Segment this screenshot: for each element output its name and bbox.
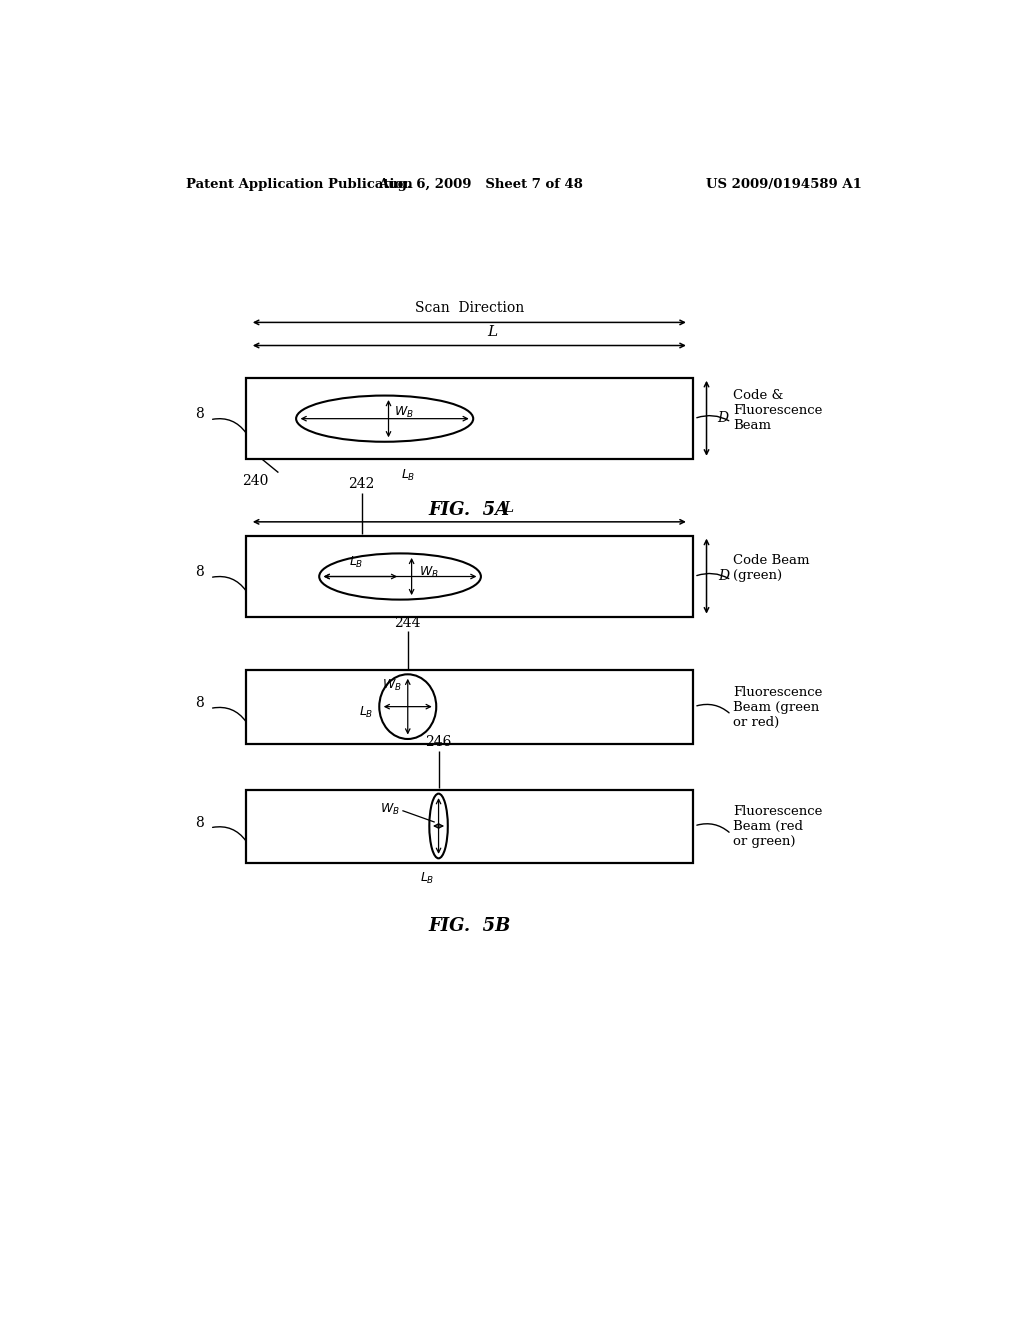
Text: 8: 8 bbox=[195, 816, 204, 829]
Text: Aug. 6, 2009   Sheet 7 of 48: Aug. 6, 2009 Sheet 7 of 48 bbox=[379, 178, 584, 190]
Text: Code Beam
(green): Code Beam (green) bbox=[733, 554, 810, 582]
Text: $W_B$: $W_B$ bbox=[382, 677, 401, 693]
Text: US 2009/0194589 A1: US 2009/0194589 A1 bbox=[707, 178, 862, 190]
Text: D: D bbox=[717, 412, 728, 425]
Text: Code &
Fluorescence
Beam: Code & Fluorescence Beam bbox=[733, 389, 823, 432]
Text: Scan  Direction: Scan Direction bbox=[415, 301, 524, 314]
Text: L: L bbox=[487, 325, 498, 339]
Text: $W_B$: $W_B$ bbox=[394, 405, 414, 420]
Text: $W_B$: $W_B$ bbox=[380, 801, 400, 817]
Text: 8: 8 bbox=[195, 565, 204, 579]
Text: D: D bbox=[718, 569, 729, 583]
Text: 8: 8 bbox=[195, 408, 204, 421]
Text: 246: 246 bbox=[425, 735, 452, 748]
Text: Patent Application Publication: Patent Application Publication bbox=[186, 178, 413, 190]
Text: 244: 244 bbox=[394, 615, 421, 630]
Text: Fluorescence
Beam (red
or green): Fluorescence Beam (red or green) bbox=[733, 805, 823, 847]
Text: L: L bbox=[503, 500, 513, 515]
Text: $L_B$: $L_B$ bbox=[420, 871, 434, 886]
Text: $L_B$: $L_B$ bbox=[400, 469, 415, 483]
Bar bbox=[246, 536, 692, 616]
Text: Fluorescence
Beam (green
or red): Fluorescence Beam (green or red) bbox=[733, 685, 823, 729]
Bar bbox=[246, 671, 692, 743]
Text: 240: 240 bbox=[243, 474, 268, 488]
Text: $L_B$: $L_B$ bbox=[348, 556, 362, 570]
Text: $L_B$: $L_B$ bbox=[358, 705, 373, 721]
Text: 8: 8 bbox=[195, 696, 204, 710]
Text: 242: 242 bbox=[348, 477, 375, 491]
Bar bbox=[246, 789, 692, 863]
Text: $W_B$: $W_B$ bbox=[419, 565, 439, 581]
Text: FIG.  5A: FIG. 5A bbox=[429, 502, 510, 519]
Text: FIG.  5B: FIG. 5B bbox=[428, 917, 511, 935]
Bar bbox=[246, 378, 692, 459]
